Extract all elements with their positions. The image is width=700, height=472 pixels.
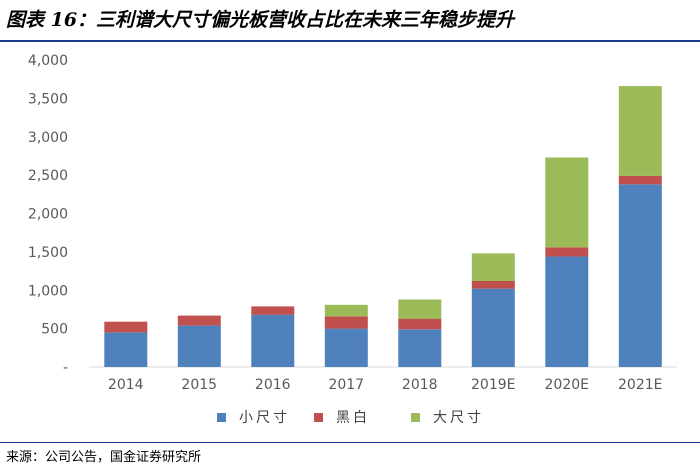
y-tick-label: 3,500 — [28, 91, 68, 107]
bar-segment-3-2017 — [324, 304, 368, 317]
y-tick-label: - — [63, 360, 68, 376]
y-tick-label: 1,000 — [28, 283, 68, 299]
x-tick-label: 2015 — [181, 377, 217, 393]
bar-segment-3-2021E — [618, 86, 662, 176]
legend: 小尺寸 黑白 大尺寸 — [217, 410, 484, 426]
bar-segment-3-2020E — [545, 157, 589, 248]
legend-swatch-3 — [411, 413, 420, 422]
bar-segment-1-2019E — [471, 288, 515, 367]
bar-segment-2-2017 — [324, 316, 368, 329]
bar-segment-3-2019E — [471, 253, 515, 281]
bar-segment-1-2020E — [545, 256, 589, 367]
bar-segment-1-2016 — [251, 314, 295, 367]
bar-segment-1-2018 — [398, 329, 442, 367]
x-axis: 2014 2015 2016 2017 2018 2019E 2020E 2021E — [108, 377, 663, 393]
x-tick-label: 2017 — [328, 377, 364, 393]
legend-label-3: 大尺寸 — [433, 410, 484, 426]
bar-segment-1-2015 — [177, 325, 221, 367]
y-tick-label: 1,500 — [28, 245, 68, 261]
bar-segment-2-2020E — [545, 247, 589, 257]
bottom-rule — [0, 442, 700, 443]
bar-segment-1-2014 — [104, 332, 148, 367]
bar-segment-2-2015 — [177, 315, 221, 326]
bars — [104, 86, 662, 367]
bar-segment-2-2019E — [471, 281, 515, 289]
y-axis: - 500 1,000 1,500 2,000 2,500 3,000 3,500 4,000 — [28, 53, 68, 376]
legend-swatch-1 — [217, 413, 226, 422]
x-tick-label: 2014 — [108, 377, 144, 393]
source-note: 来源：公司公告，国金证券研究所 — [6, 450, 202, 465]
bar-segment-2-2016 — [251, 306, 295, 315]
x-tick-label: 2016 — [255, 377, 291, 393]
bar-segment-2-2018 — [398, 318, 442, 330]
x-tick-label: 2018 — [402, 377, 438, 393]
x-tick-label: 2021E — [618, 377, 662, 393]
bar-segment-2-2021E — [618, 175, 662, 185]
title-rule — [0, 40, 700, 42]
x-tick-label: 2020E — [545, 377, 589, 393]
stacked-bar-chart: -5001,0001,5002,0002,5003,0003,5004,000 … — [28, 53, 677, 426]
bar-segment-1-2017 — [324, 328, 368, 367]
bar-segment-1-2021E — [618, 184, 662, 367]
chart-title: 图表 16：三利谱大尺寸偏光板营收占比在未来三年稳步提升 — [6, 9, 515, 31]
y-tick-label: 2,500 — [28, 168, 68, 184]
legend-label-1: 小尺寸 — [239, 410, 290, 426]
x-tick-label: 2019E — [471, 377, 515, 393]
legend-label-2: 黑白 — [336, 410, 370, 426]
legend-swatch-2 — [314, 413, 323, 422]
bar-segment-3-2018 — [398, 299, 442, 319]
y-tick-label: 500 — [41, 322, 68, 338]
y-tick-label: 3,000 — [28, 130, 68, 146]
bar-segment-2-2014 — [104, 321, 148, 333]
y-tick-label: 2,000 — [28, 207, 68, 223]
y-tick-label: 4,000 — [28, 53, 68, 69]
